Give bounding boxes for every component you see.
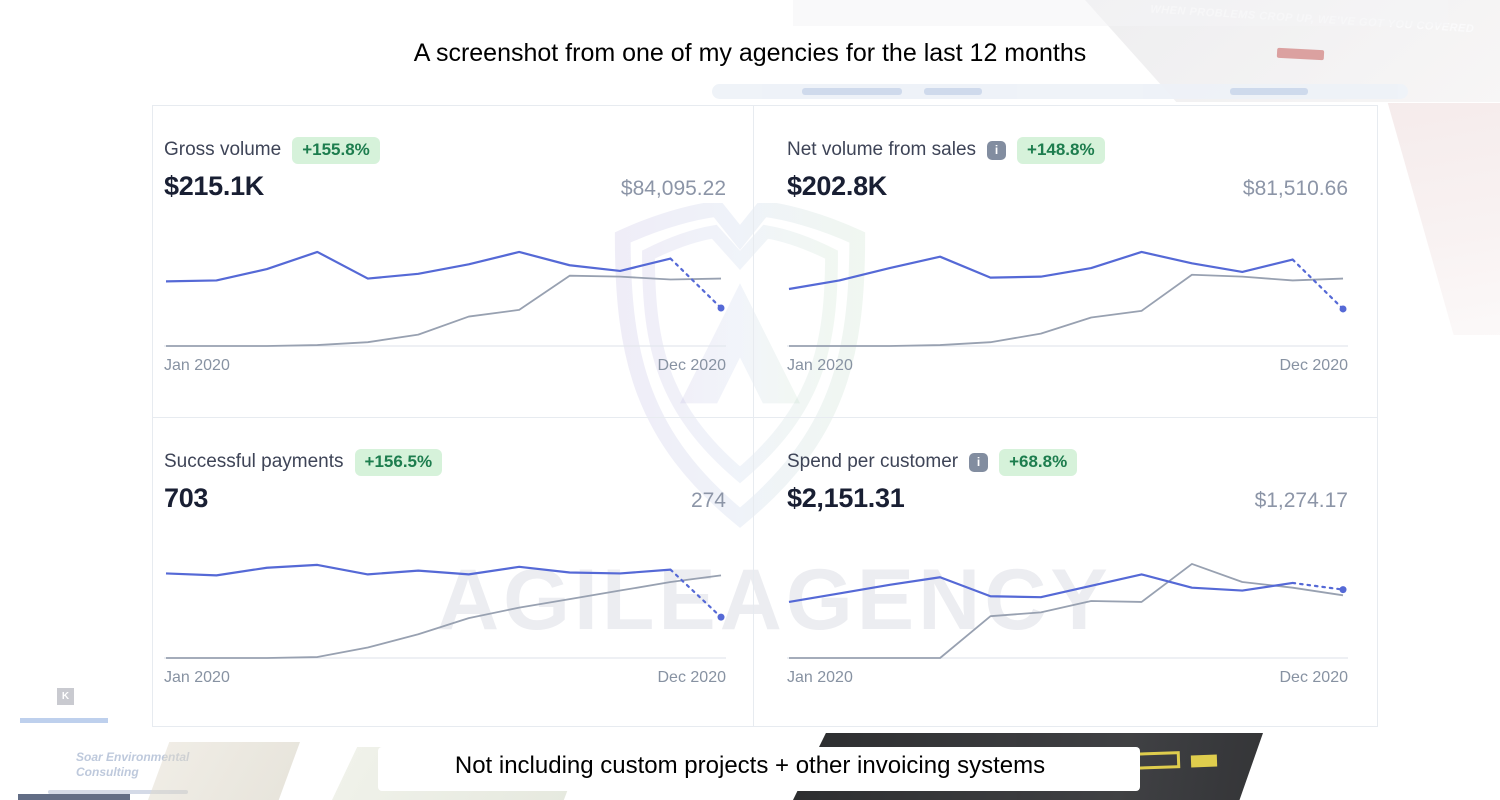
- decor-tiny-text-line: [48, 790, 188, 794]
- trend-chart: [787, 552, 1348, 667]
- top-caption: A screenshot from one of my agencies for…: [413, 39, 1087, 67]
- decor-navbar-item: [924, 88, 982, 95]
- current-period-line: [166, 252, 671, 281]
- x-axis-end-label: Dec 2020: [657, 357, 727, 374]
- decor-pink-triangle: [1387, 103, 1500, 335]
- metric-previous-value: 274: [690, 489, 726, 512]
- metric-previous-value: $1,274.17: [1254, 489, 1348, 512]
- metric-panel-net-volume: Net volume from sales i +148.8% $202.8K …: [753, 105, 1378, 417]
- watermark-shield-icon: [614, 203, 866, 528]
- metric-title: Successful payments: [164, 451, 344, 472]
- metric-value: $202.8K: [787, 171, 887, 201]
- trend-chart: [164, 552, 726, 667]
- metric-title: Spend per customer: [787, 451, 959, 472]
- current-period-line: [789, 574, 1293, 602]
- metric-value: 703: [164, 483, 209, 513]
- growth-badge: +68.8%: [999, 448, 1078, 476]
- x-axis-end-label: Dec 2020: [1279, 357, 1349, 374]
- growth-badge: +156.5%: [354, 448, 443, 476]
- trend-chart: [164, 240, 726, 355]
- previous-period-line: [166, 276, 721, 346]
- info-icon[interactable]: i: [987, 140, 1007, 160]
- growth-badge: +155.8%: [292, 136, 380, 164]
- decor-navbar-item: [1230, 88, 1308, 95]
- decor-white-dot: [1408, 203, 1416, 211]
- x-axis-end-label: Dec 2020: [1279, 669, 1349, 686]
- bottom-caption: Not including custom projects + other in…: [454, 752, 1046, 779]
- x-axis-start-label: Jan 2020: [164, 357, 230, 374]
- forecast-dashed-line: [1293, 583, 1343, 590]
- caption-backing: [378, 747, 1140, 791]
- metric-title: Gross volume: [164, 139, 282, 160]
- metric-value: $2,151.31: [787, 483, 905, 513]
- previous-period-line: [789, 275, 1343, 346]
- metric-panel-successful-payments: Successful payments +156.5% 703 274 Jan …: [152, 417, 753, 727]
- grid-horizontal-divider: [152, 417, 1378, 418]
- decor-navy-strip: [18, 794, 130, 800]
- forecast-dashed-line: [671, 259, 721, 308]
- metric-previous-value: $81,510.66: [1242, 177, 1348, 200]
- dashboard-grid-border: [152, 105, 1378, 727]
- x-axis-start-label: Jan 2020: [787, 669, 853, 686]
- metric-value: $215.1K: [164, 171, 264, 201]
- x-axis-end-label: Dec 2020: [657, 669, 727, 686]
- grid-vertical-divider: [753, 105, 754, 727]
- previous-period-line: [166, 575, 721, 658]
- x-axis-start-label: Jan 2020: [787, 357, 853, 374]
- forecast-dashed-line: [1293, 260, 1343, 309]
- metric-panel-spend-per-customer: Spend per customer i +68.8% $2,151.31 $1…: [753, 417, 1378, 727]
- metric-title: Net volume from sales: [787, 139, 977, 160]
- forecast-dot: [717, 304, 725, 312]
- growth-badge: +148.8%: [1017, 136, 1105, 164]
- decor-top-slab: [793, 0, 1448, 26]
- decor-blue-bar: [20, 718, 108, 723]
- decor-navbar-item: [802, 88, 902, 95]
- forecast-dot: [1339, 305, 1347, 313]
- metric-panel-gross-volume: Gross volume +155.8% $215.1K $84,095.22 …: [152, 105, 753, 417]
- metric-previous-value: $84,095.22: [620, 177, 726, 200]
- current-period-line: [789, 252, 1293, 289]
- decor-navbar: [712, 84, 1408, 99]
- decor-consulting-name: Soar Environmental Consulting: [76, 750, 190, 779]
- decor-photo-left: [148, 742, 300, 800]
- current-period-line: [166, 565, 671, 575]
- forecast-dot: [717, 613, 725, 621]
- watermark-brand-text: AGILEAGENCY: [437, 552, 1112, 648]
- x-axis-start-label: Jan 2020: [164, 669, 230, 686]
- decor-k-logo: K: [57, 688, 74, 705]
- forecast-dot: [1339, 586, 1347, 594]
- previous-period-line: [789, 564, 1343, 658]
- trend-chart: [787, 240, 1348, 355]
- info-icon[interactable]: i: [969, 452, 989, 472]
